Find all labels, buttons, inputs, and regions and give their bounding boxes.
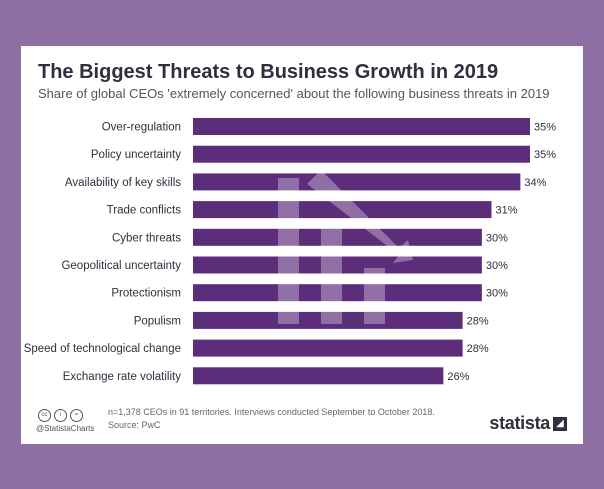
category-label: Cyber threats [112, 232, 181, 244]
category-label: Exchange rate volatility [63, 371, 182, 383]
statista-logo[interactable]: statista ◢ [489, 413, 567, 434]
bar[interactable] [193, 367, 444, 385]
value-label: 35% [534, 122, 556, 134]
bar[interactable] [193, 145, 530, 163]
chart-subtitle: Share of global CEOs 'extremely concerne… [38, 86, 550, 101]
category-label: Geopolitical uncertainty [61, 260, 181, 272]
value-label: 30% [486, 288, 508, 300]
bar[interactable] [193, 118, 530, 135]
category-label: Trade conflicts [107, 205, 182, 217]
category-label: Over-regulation [102, 122, 181, 134]
value-label: 30% [486, 260, 508, 272]
value-label: 28% [467, 315, 489, 327]
bar[interactable] [193, 284, 482, 302]
bar-chart: Over-regulation 35% Policy uncertainty 35% A… [24, 118, 556, 385]
chart-card: The Biggest Threats to Business Growth i… [21, 46, 583, 444]
value-label: 35% [534, 149, 556, 161]
value-label: 30% [486, 232, 508, 244]
value-label: 31% [495, 205, 517, 217]
value-label: 34% [524, 177, 546, 189]
license-icons: cc i = [38, 407, 86, 425]
category-label: Populism [134, 315, 181, 327]
attribution-icon: i [54, 409, 67, 423]
category-label: Availability of key skills [65, 177, 181, 189]
bar[interactable] [193, 256, 482, 274]
chart-title: The Biggest Threats to Business Growth i… [38, 61, 499, 83]
brand-name: statista [489, 413, 550, 433]
social-handle: @StatistaCharts [36, 424, 95, 433]
bar[interactable] [193, 311, 463, 329]
category-label: Speed of technological change [24, 343, 181, 355]
sample-note: n=1,378 CEOs in 91 territories. Intervie… [108, 407, 435, 417]
value-label: 26% [447, 371, 469, 383]
creative-commons-icon: cc [38, 409, 51, 423]
bar[interactable] [193, 173, 521, 191]
category-label: Policy uncertainty [91, 149, 181, 161]
bar[interactable] [193, 339, 463, 357]
bar[interactable] [193, 201, 492, 219]
no-derivatives-icon: = [70, 409, 83, 423]
value-label: 28% [467, 343, 489, 355]
trend-watermark-icon [278, 170, 413, 324]
category-label: Protectionism [111, 288, 181, 300]
source-note: Source: PwC [108, 420, 161, 430]
bar[interactable] [193, 228, 482, 246]
footnote: n=1,378 CEOs in 91 territories. Intervie… [108, 406, 435, 432]
statista-logo-icon: ◢ [553, 416, 567, 431]
